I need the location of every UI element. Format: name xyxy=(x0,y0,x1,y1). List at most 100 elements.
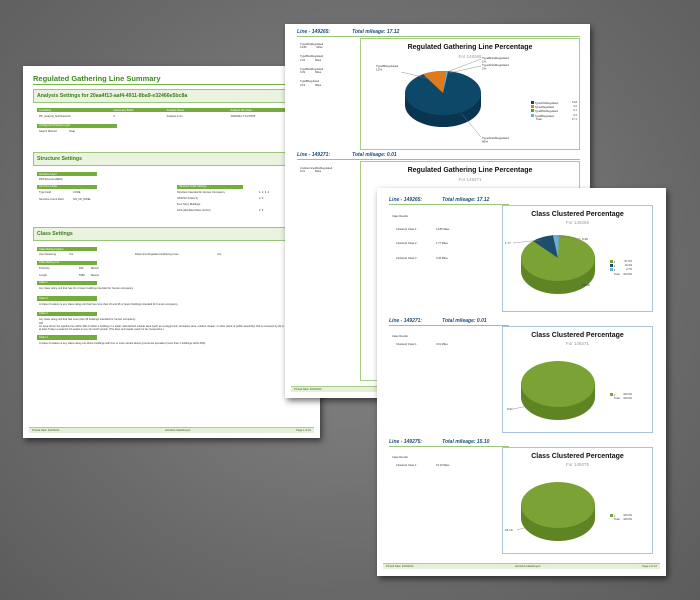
legend-value: 100.0% xyxy=(623,272,632,276)
pie-slice-typebregulated xyxy=(443,71,448,93)
code-row: HCA (Identified Sites, HCA's) 2, 6 xyxy=(177,208,287,214)
item-unit: Miles xyxy=(315,71,322,75)
regulated-legend-1: TypeANotRegulated 14.8 TypeARegulated 2.0 … xyxy=(531,101,577,121)
result-value: 15.10 Miles xyxy=(436,464,450,468)
rule xyxy=(297,159,580,160)
pie-slice-1 xyxy=(521,482,595,528)
class3-bar: Class 3 xyxy=(37,311,97,317)
result-value: 1.77 Miles xyxy=(436,242,448,246)
legend-item: 2 10.4% xyxy=(610,264,632,268)
legend-value: 2.7% xyxy=(626,268,632,272)
legend-value: 2.0 xyxy=(573,105,577,109)
class1-text: Any class rating unit that has 10 or few… xyxy=(39,286,134,290)
item-value: 0.09 xyxy=(300,71,306,75)
code-row: ODS/SV (Class 3) 2, 6 xyxy=(177,195,287,201)
legend-swatch xyxy=(531,101,534,104)
result-label: Clustered Class 1 : xyxy=(396,464,418,468)
structure-layer-bar: Structure Layer xyxy=(37,172,97,177)
line-label: Line - 149271: xyxy=(297,152,331,158)
callout-line xyxy=(448,65,482,74)
result-row: Clustered Class 1 : 0.01 Miles xyxy=(396,343,502,346)
legend-name: TypeBRegulated xyxy=(534,114,554,118)
printed-date: Printed Date: 6/26/2014 xyxy=(386,565,414,568)
legend-swatch xyxy=(610,393,613,396)
result-value: 0.46 Miles xyxy=(436,256,448,260)
clustered-legend-2: 1 100.0% Total 100.0% xyxy=(610,393,632,400)
code-label: HCA (Identified Sites, HCA's) xyxy=(177,209,211,213)
legend-name: 3 xyxy=(613,269,616,273)
count-field-label: Structure Count Field xyxy=(39,198,64,202)
legend-item: 1 87.0% xyxy=(610,260,632,264)
regulated-chart-1: Regulated Gathering Line Percentage For … xyxy=(360,38,580,150)
callout-line xyxy=(400,71,432,80)
cell: 0 xyxy=(113,115,115,119)
class1-bar: Class 1 xyxy=(37,280,97,285)
pie-slice-3 xyxy=(553,234,559,258)
legend-item: 1 100.0% xyxy=(610,514,632,518)
legend-value: 0.2 xyxy=(573,113,577,117)
class-results-title: Class Results xyxy=(392,335,408,338)
legend-value: 100.0% xyxy=(623,514,632,517)
report-name: EsriHCA.ClassReport xyxy=(165,429,191,432)
col-run-date: Analysis Run Date xyxy=(230,108,252,112)
rule xyxy=(297,36,580,37)
legend-swatch xyxy=(531,105,534,109)
class3-text: Any class rating unit that has more than… xyxy=(39,318,136,322)
table-row: RP_Analysis_Northnetwork 0 Analysis 2 in… xyxy=(37,112,307,121)
callout-label: 0.01 xyxy=(507,407,513,411)
search-method-row: Search Method Snap xyxy=(37,128,307,135)
callout-line xyxy=(512,404,534,410)
line1-header: Line - 149265: Total mileage: 17.12 xyxy=(389,197,489,203)
item-label: TypeANotRegulated xyxy=(300,43,324,46)
count-field-value: NO_OF_DWEL xyxy=(73,198,91,202)
length-row: Length 5280 Meters xyxy=(37,272,309,279)
determine-value: Yes xyxy=(217,253,222,257)
callout-label: TypeANotRegulated 86% xyxy=(482,136,509,143)
title-rule xyxy=(33,84,310,85)
code-value: 2, 6 xyxy=(259,196,264,200)
clustered-pie-2-svg: 0.01 xyxy=(507,361,595,420)
proximity-value: 660 xyxy=(79,267,84,271)
callout-label: TypeBRegulated 12% xyxy=(376,64,399,71)
class4-bar: Class 4 xyxy=(37,335,97,340)
line-label: Line - 149265: xyxy=(389,197,423,203)
summary-footer: Printed Date: 6/26/2014 EsriHCA.ClassRep… xyxy=(29,427,314,433)
summary-title: Regulated Gathering Line Summary xyxy=(33,74,161,83)
length-label: Length xyxy=(39,274,47,278)
count-field-row: Structure Count Field NO_OF_DWEL xyxy=(37,196,137,203)
structure-layer-value: DDTStructure(NEW) xyxy=(39,178,63,182)
cell: Analysis 2 ins xyxy=(166,115,183,119)
rule xyxy=(389,325,509,326)
legend-item: TypeARegulated 2.0 xyxy=(531,105,577,109)
line2-header: Line - 149271: Total mileage: 0.01 xyxy=(297,152,397,158)
legend-value: 14.8 xyxy=(571,101,577,104)
class4-text: A Class 4 location is any class rating u… xyxy=(39,341,206,345)
legend-name: TypeBNotRegulated xyxy=(534,110,558,114)
legend-item: TypeBRegulated 0.2 xyxy=(531,113,577,118)
use-clustering-label: Use Clustering xyxy=(39,253,57,257)
analysis-table: Centerline Inaccuracy Buffer Analysis Na… xyxy=(37,108,307,135)
clustered-pie-3-svg: 15.10 xyxy=(505,482,595,541)
item-unit: Miles xyxy=(316,46,323,50)
analysis-settings-header: Analysis Settings for 20aa4f13-aaf4-4911… xyxy=(33,89,310,103)
result-label: Clustered Class 2 : xyxy=(396,242,418,246)
proximity-unit: Meters xyxy=(91,267,99,271)
chart-title: Class Clustered Percentage xyxy=(531,453,624,460)
legend-item: TypeANotRegulated 14.8 xyxy=(531,101,577,105)
total-mileage: Total mileage: 0.01 xyxy=(352,152,397,158)
line1-header: Line - 149265: Total mileage: 17.12 xyxy=(297,29,399,35)
callout-line xyxy=(556,235,582,240)
clustered-chart-2: Class Clustered Percentage For 149271 0.… xyxy=(502,326,653,433)
clustered-chart-1: Class Clustered Percentage For 149265 1.… xyxy=(502,205,653,312)
line1-items: TypeANotRegulated 14.80 Miles TypeBNotReg… xyxy=(300,43,350,87)
item-label: TypeBRegulated xyxy=(300,80,320,84)
total-mileage: Total mileage: 15.10 xyxy=(442,439,490,445)
item-value: 14.80 xyxy=(300,46,307,50)
legend-total: Total 100.0% xyxy=(610,518,632,521)
structure-code-bar: Structure Code Settings xyxy=(177,184,243,190)
chart-subtitle: For 149275 xyxy=(565,462,590,467)
total-mileage: Total mileage: 0.01 xyxy=(442,318,487,324)
legend-value: 17.1 xyxy=(571,117,577,121)
rule xyxy=(389,446,509,447)
legend-value: 100.0% xyxy=(623,518,632,522)
